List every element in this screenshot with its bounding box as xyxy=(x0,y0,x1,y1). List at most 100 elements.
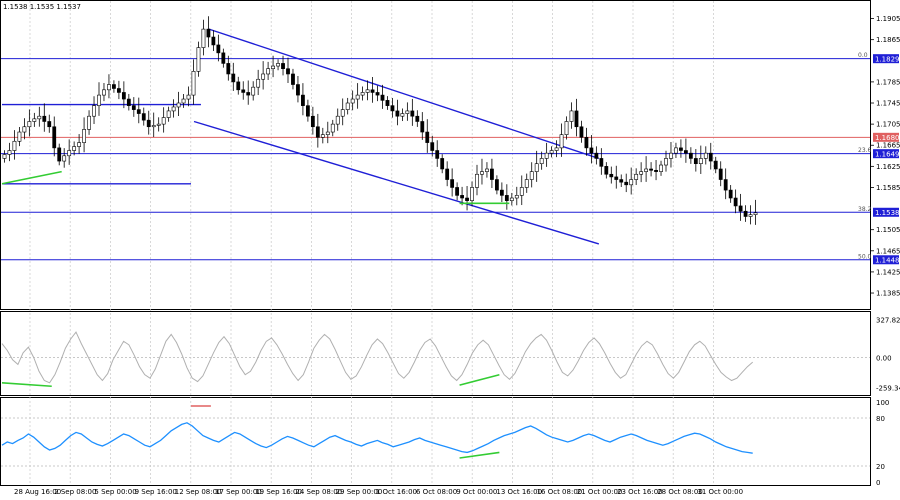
candle-body xyxy=(594,152,599,159)
rsi-tick-label: 20 xyxy=(876,463,885,471)
channel-lower xyxy=(193,120,600,245)
date-tick-label: 1 Oct 16:00 xyxy=(376,488,417,496)
candle-body xyxy=(455,187,460,196)
candle-body xyxy=(102,89,106,96)
time-axis: 28 Aug 16:002 Sep 08:005 Sep 00:009 Sep … xyxy=(14,488,743,496)
candle-body xyxy=(181,98,186,104)
candle-body xyxy=(723,179,728,191)
candle-body xyxy=(649,168,653,171)
candle-body xyxy=(579,126,584,138)
level-tag-label: 1.1680 xyxy=(875,134,900,142)
candle-body xyxy=(186,94,191,100)
candle-body xyxy=(664,158,668,166)
price-tick-label: 1.1905 xyxy=(876,15,900,23)
candle-body xyxy=(529,171,534,180)
candle-body xyxy=(176,102,181,108)
candle-body xyxy=(380,94,385,101)
divergence-lines xyxy=(1,170,510,459)
candle-body xyxy=(42,115,47,122)
candle-body xyxy=(166,110,171,118)
price-tick-label: 1.1665 xyxy=(876,142,900,150)
candle-body xyxy=(305,105,310,117)
candle-body xyxy=(97,94,101,106)
channel-upper xyxy=(208,28,600,160)
candle-body xyxy=(659,164,663,172)
candle-body xyxy=(733,197,738,207)
candle-body xyxy=(2,154,7,159)
candle-body xyxy=(654,170,658,172)
candle-body xyxy=(315,126,320,138)
candle-body xyxy=(485,168,489,172)
candle-body xyxy=(375,92,380,96)
candle-body xyxy=(52,126,57,149)
candle-body xyxy=(703,152,708,159)
candle-body xyxy=(683,150,688,154)
candle-body xyxy=(669,152,673,159)
candle-body xyxy=(624,181,629,186)
level-tag xyxy=(873,149,899,159)
candle-body xyxy=(559,134,564,149)
divergence-line xyxy=(1,381,52,388)
level-tag xyxy=(873,255,899,265)
date-tick-label: 17 Sep 00:00 xyxy=(215,488,262,496)
candle-body xyxy=(748,214,753,217)
candle-body xyxy=(728,189,733,199)
candle-body xyxy=(310,115,315,128)
candle-body xyxy=(146,119,151,128)
level-tag-label: 1.1448 xyxy=(875,256,900,264)
price-tick-label: 1.1705 xyxy=(876,121,900,129)
price-tick-label: 1.1425 xyxy=(876,268,900,276)
candle-body xyxy=(335,115,340,125)
candle-body xyxy=(251,86,256,96)
fib-label: 50.0 xyxy=(858,253,872,260)
candle-body xyxy=(589,147,594,154)
cci-pane[interactable] xyxy=(0,311,871,396)
candle-body xyxy=(554,147,559,151)
candle-body xyxy=(619,179,624,183)
candle-body xyxy=(519,187,524,196)
candle-body xyxy=(156,123,161,126)
price-tick-label: 1.1625 xyxy=(876,163,900,171)
candle-body xyxy=(584,137,589,149)
candle-body xyxy=(256,78,261,88)
candle-body xyxy=(539,158,544,165)
date-tick-label: 2 Sep 08:00 xyxy=(54,488,96,496)
candle-body xyxy=(599,158,604,167)
candle-body xyxy=(191,71,196,96)
candle-body xyxy=(206,28,211,38)
candle-body xyxy=(161,117,166,125)
candle-body xyxy=(425,131,430,143)
level-tag xyxy=(873,54,899,64)
price-tick-label: 1.1865 xyxy=(876,36,900,44)
date-tick-label: 19 Sep 16:00 xyxy=(255,488,302,496)
symbol-info: 1.1538 1.1535 1.1537 xyxy=(3,3,81,11)
candle-body xyxy=(450,179,455,188)
candle-body xyxy=(266,68,271,75)
candle-body xyxy=(236,81,241,91)
rsi-tick-label: 80 xyxy=(876,415,885,423)
rsi-pane[interactable] xyxy=(0,397,871,486)
candle-body xyxy=(216,44,221,54)
divergence-line xyxy=(459,451,500,459)
candle-body xyxy=(355,94,360,100)
candle-body xyxy=(291,73,295,85)
date-tick-label: 9 Oct 00:00 xyxy=(456,488,497,496)
candle-body xyxy=(604,166,609,175)
candle-body xyxy=(261,73,266,80)
candle-body xyxy=(609,173,614,178)
fib-label: 0.0 xyxy=(858,52,868,59)
candle-body xyxy=(415,115,420,122)
cci-tick-label: 327.826 xyxy=(876,317,900,325)
candle-body xyxy=(440,158,445,170)
cci-series xyxy=(1,331,870,384)
candle-body xyxy=(674,147,678,154)
candle-body xyxy=(445,168,450,180)
date-tick-label: 16 Oct 08:00 xyxy=(537,488,583,496)
candle-body xyxy=(470,187,474,201)
candle-body xyxy=(629,179,634,186)
candle-body xyxy=(330,123,335,133)
date-tick-label: 23 Oct 16:00 xyxy=(617,488,663,496)
candle-body xyxy=(350,98,355,104)
candle-body xyxy=(400,113,405,117)
